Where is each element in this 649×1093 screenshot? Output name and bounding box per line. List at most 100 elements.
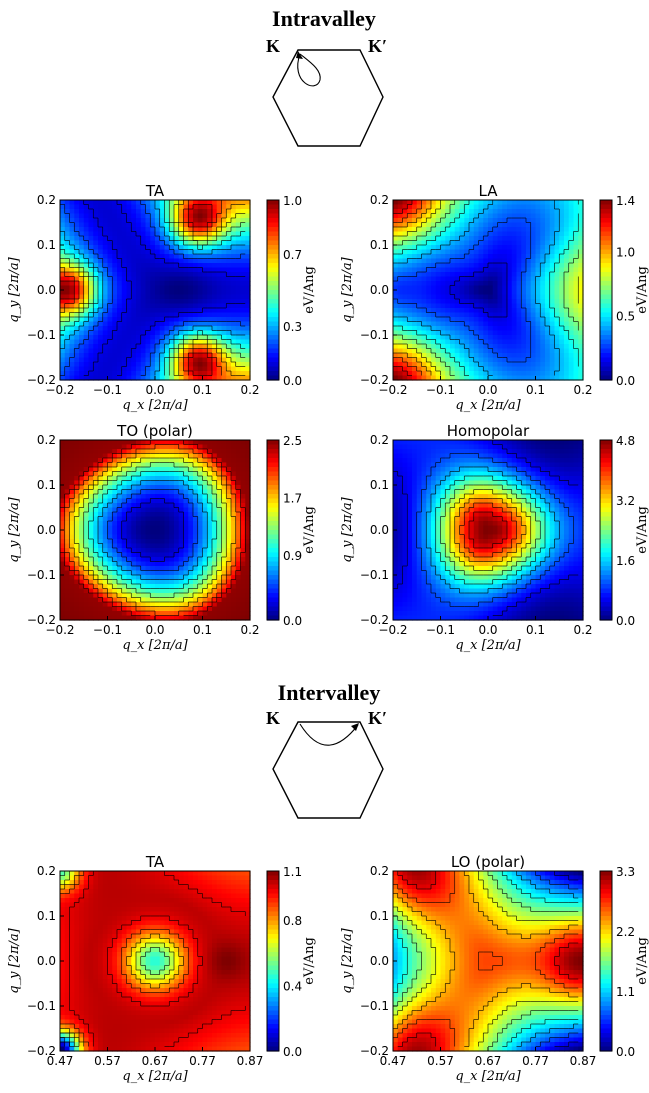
heatmap-cell bbox=[83, 362, 90, 368]
heatmap-cell bbox=[459, 204, 465, 210]
heatmap-cell bbox=[164, 366, 170, 372]
heatmap-cell bbox=[164, 375, 170, 381]
heatmap-cell bbox=[197, 375, 204, 381]
heatmap-cell bbox=[164, 321, 170, 327]
heatmap-cell bbox=[93, 444, 99, 450]
heatmap-cell bbox=[431, 218, 437, 224]
heatmap-cell bbox=[568, 204, 575, 210]
heatmap-cell bbox=[131, 294, 137, 300]
heatmap-cell bbox=[150, 440, 156, 446]
heatmap-cell bbox=[136, 254, 142, 260]
heatmap-cell bbox=[226, 290, 232, 296]
heatmap-cell bbox=[117, 353, 123, 359]
heatmap-cell bbox=[478, 281, 484, 287]
heatmap-cell bbox=[150, 258, 156, 264]
heatmap-cell bbox=[435, 299, 442, 305]
heatmap-cell bbox=[445, 294, 451, 300]
heatmap-cell bbox=[459, 321, 465, 327]
heatmap-cell bbox=[107, 281, 113, 287]
heatmap-cell bbox=[235, 200, 242, 206]
heatmap-cell bbox=[469, 344, 475, 350]
intravalley-ta-heatmap: TA−0.2 −0.1 0.0 0.1 0.20.20.10.0−0.1−0.2q_x … bbox=[7, 182, 317, 413]
heatmap-cell bbox=[397, 240, 404, 246]
heatmap-cell bbox=[473, 222, 480, 228]
heatmap-cell bbox=[102, 335, 109, 341]
heatmap-cell bbox=[183, 371, 189, 377]
heatmap-cell bbox=[407, 204, 413, 210]
heatmap-cell bbox=[117, 200, 123, 206]
heatmap-cell bbox=[483, 209, 489, 215]
heatmap-cell bbox=[554, 258, 560, 264]
heatmap-cell bbox=[235, 326, 242, 332]
heatmap-cell bbox=[516, 330, 522, 336]
heatmap-cell bbox=[568, 200, 575, 206]
heatmap-cell bbox=[454, 200, 461, 206]
heatmap-cell bbox=[492, 227, 499, 233]
heatmap-cell bbox=[159, 263, 166, 269]
heatmap-cell bbox=[464, 366, 470, 372]
heatmap-cell bbox=[188, 272, 194, 278]
heatmap-cell bbox=[511, 267, 518, 273]
heatmap-cell bbox=[497, 312, 503, 318]
heatmap-cell bbox=[155, 330, 161, 336]
heatmap-cell bbox=[140, 204, 147, 210]
heatmap-cell bbox=[450, 231, 456, 237]
heatmap-cell bbox=[83, 263, 90, 269]
heatmap-cell bbox=[88, 326, 94, 332]
heatmap-cell bbox=[131, 366, 137, 372]
heatmap-cell bbox=[207, 276, 213, 282]
heatmap-cell bbox=[183, 303, 189, 309]
heatmap-cell bbox=[516, 200, 522, 206]
heatmap-cell bbox=[535, 213, 541, 219]
heatmap-cell bbox=[207, 294, 213, 300]
heatmap-cell bbox=[483, 321, 489, 327]
heatmap-cell bbox=[221, 276, 227, 282]
heatmap-cell bbox=[554, 362, 560, 368]
heatmap-cell bbox=[155, 371, 161, 377]
heatmap-cell bbox=[121, 240, 128, 246]
heatmap-cell bbox=[212, 308, 218, 314]
heatmap-cell bbox=[564, 204, 570, 210]
heatmap-cell bbox=[231, 231, 237, 237]
heatmap-cell bbox=[554, 263, 560, 269]
heatmap-cell bbox=[202, 353, 208, 359]
heatmap-cell bbox=[445, 240, 451, 246]
colorbar-segment bbox=[600, 357, 612, 363]
colorbar-segment bbox=[600, 240, 612, 246]
heatmap-cell bbox=[464, 357, 470, 363]
colorbar-segment bbox=[267, 281, 279, 287]
heatmap-cell bbox=[507, 371, 513, 377]
heatmap-cell bbox=[221, 375, 227, 381]
heatmap-cell bbox=[197, 245, 204, 251]
heatmap-cell bbox=[464, 294, 470, 300]
heatmap-cell bbox=[221, 267, 227, 273]
heatmap-cell bbox=[64, 236, 71, 242]
heatmap-cell bbox=[107, 276, 113, 282]
heatmap-cell bbox=[83, 440, 90, 446]
heatmap-cell bbox=[136, 218, 142, 224]
heatmap-cell bbox=[407, 317, 413, 323]
heatmap-cell bbox=[507, 272, 513, 278]
contour-lines bbox=[393, 200, 579, 376]
heatmap-cell bbox=[235, 290, 242, 296]
heatmap-cell bbox=[568, 281, 575, 287]
heatmap-cell bbox=[469, 258, 475, 264]
heatmap-cell bbox=[492, 312, 499, 318]
heatmap-cell bbox=[131, 357, 137, 363]
heatmap-cell bbox=[516, 227, 522, 233]
heatmap-cell bbox=[454, 272, 461, 278]
heatmap-cell bbox=[397, 204, 404, 210]
heatmap-cell bbox=[221, 321, 227, 327]
colorbar-segment bbox=[600, 254, 612, 260]
heatmap-cell bbox=[235, 258, 242, 264]
heatmap-cell bbox=[497, 330, 503, 336]
heatmap-cell bbox=[426, 290, 432, 296]
heatmap-cell bbox=[549, 326, 556, 332]
heatmap-cell bbox=[188, 330, 194, 336]
heatmap-cell bbox=[107, 348, 113, 354]
heatmap-cell bbox=[530, 218, 537, 224]
heatmap-cell bbox=[559, 375, 565, 381]
heatmap-cell bbox=[178, 209, 185, 215]
heatmap-cell bbox=[207, 440, 213, 446]
heatmap-cell bbox=[540, 245, 546, 251]
